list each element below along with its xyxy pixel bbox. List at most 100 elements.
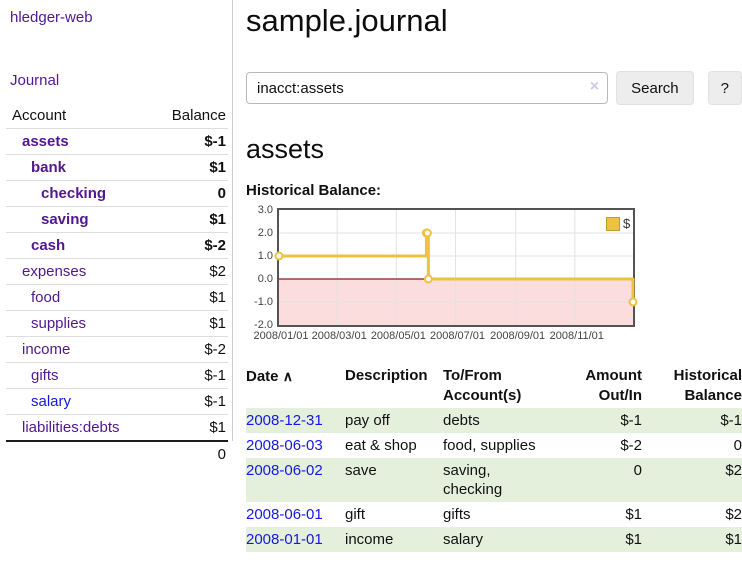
account-link-assets[interactable]: assets (22, 133, 69, 150)
register-table: Date ∧ Description To/From Account(s) Am… (246, 364, 742, 552)
account-link-salary[interactable]: salary (31, 393, 72, 410)
chart-legend: $ (606, 216, 630, 231)
transaction-accounts: salary (443, 531, 484, 548)
y-tick-label: 0.0 (257, 273, 273, 285)
register-header-date[interactable]: Date ∧ (246, 364, 345, 408)
chart-heading: Historical Balance: (246, 182, 382, 199)
accounts-total-row: 0 (6, 440, 228, 467)
account-link-supplies[interactable]: supplies (31, 315, 87, 332)
account-link-gifts[interactable]: gifts (31, 367, 59, 384)
account-balance: 0 (154, 180, 228, 207)
account-balance: $1 (154, 284, 228, 311)
account-balance: $1 (154, 310, 228, 337)
register-header-accounts-line1: To/From (443, 367, 502, 384)
transaction-accounts: debts (443, 412, 480, 429)
account-heading: assets (246, 134, 325, 164)
transaction-balance: $2 (725, 462, 742, 479)
transaction-row: 2008-06-03 eat & shop food, supplies $-2… (246, 433, 742, 458)
x-tick-label: 2008/11/01 (549, 330, 604, 342)
transaction-description: pay off (345, 412, 390, 429)
y-tick-label: -1.0 (254, 296, 273, 308)
search-form: × Search ? (246, 71, 742, 105)
transaction-balance: $1 (725, 531, 742, 548)
transaction-description: gift (345, 506, 366, 523)
transaction-accounts: gifts (443, 506, 471, 523)
legend-swatch-icon (606, 216, 620, 231)
search-input-wrap: × (246, 72, 609, 104)
account-link-food[interactable]: food (31, 289, 61, 306)
sidebar-item-journal[interactable]: Journal (10, 72, 60, 89)
transaction-amount: $1 (625, 531, 642, 548)
account-balance: $1 (154, 206, 228, 233)
transaction-date-link[interactable]: 2008-06-02 (246, 462, 323, 479)
search-input[interactable] (246, 72, 609, 104)
register-header-amount: Amount Out/In (576, 364, 642, 408)
app-title-link[interactable]: hledger-web (10, 9, 93, 26)
account-row-income: income $-2 (6, 336, 228, 363)
accounts-total-value: 0 (154, 440, 228, 467)
x-tick-label: 2008/05/01 (370, 330, 426, 342)
y-tick-label: -2.0 (254, 319, 273, 331)
transaction-description: income (345, 531, 394, 548)
account-link-expenses[interactable]: expenses (22, 263, 87, 280)
transaction-date-link[interactable]: 2008-06-01 (246, 506, 323, 523)
account-balance: $1 (154, 154, 228, 181)
account-row-checking: checking 0 (6, 180, 228, 207)
page-title: sample.journal (246, 3, 448, 38)
account-row-expenses: expenses $2 (6, 258, 228, 285)
account-balance: $-1 (154, 388, 228, 415)
account-link-checking[interactable]: checking (41, 185, 107, 202)
account-balance: $-1 (154, 362, 228, 389)
account-row-saving: saving $1 (6, 206, 228, 233)
account-row-cash: cash $-2 (6, 232, 228, 259)
x-tick-label: 2008/09/01 (490, 330, 546, 342)
transaction-balance: $-1 (720, 412, 742, 429)
transaction-date-link[interactable]: 2008-12-31 (246, 412, 323, 429)
transaction-description: eat & shop (345, 437, 417, 454)
account-link-cash[interactable]: cash (31, 237, 66, 254)
legend-label: $ (623, 216, 631, 231)
register-header-row: Date ∧ Description To/From Account(s) Am… (246, 364, 742, 408)
y-tick-label: 2.0 (257, 227, 273, 239)
x-tick-label: 2008/03/01 (311, 330, 367, 342)
clear-search-icon[interactable]: × (589, 78, 600, 95)
account-row-liabilities-debts: liabilities:debts $1 (6, 414, 228, 441)
account-link-saving[interactable]: saving (41, 211, 89, 228)
register-header-accounts-line2: Account(s) (443, 387, 522, 404)
account-link-bank[interactable]: bank (31, 159, 67, 176)
search-button[interactable]: Search (616, 71, 694, 105)
account-link-income[interactable]: income (22, 341, 71, 358)
account-row-assets: assets $-1 (6, 128, 228, 155)
register-header-balance-line1: Historical (673, 367, 742, 384)
transaction-accounts-text: saving, checking (443, 462, 503, 498)
main-content: sample.journal × Search ? assets Histori… (246, 0, 742, 552)
y-tick-label: 1.0 (257, 250, 273, 262)
historical-balance-chart: 3.0 2.0 1.0 0.0 -1.0 -2.0 $ 2008/01/01 2008/03… (246, 200, 742, 350)
transaction-date-link[interactable]: 2008-01-01 (246, 531, 323, 548)
transaction-accounts: food, supplies (443, 437, 536, 454)
account-row-food: food $1 (6, 284, 228, 311)
search-help-button[interactable]: ? (707, 71, 742, 105)
register-header-amount-line1: Amount (585, 367, 642, 384)
transaction-row: 2008-06-01 gift gifts $1 $2 (246, 502, 742, 527)
accounts-header-account: Account (12, 107, 67, 124)
account-row-salary: salary $-1 (6, 388, 228, 415)
register-header-balance: Historical Balance (642, 364, 742, 408)
account-balance: $2 (154, 258, 228, 285)
transaction-amount: $1 (625, 506, 642, 523)
accounts-header-balance: Balance (171, 107, 226, 124)
y-tick-label: 3.0 (257, 204, 273, 216)
account-balance: $-2 (154, 336, 228, 363)
transaction-date-link[interactable]: 2008-06-03 (246, 437, 323, 454)
chart-plot-area (274, 208, 638, 327)
register-header-amount-line2: Out/In (598, 387, 642, 404)
transaction-amount: $-1 (620, 412, 642, 429)
register-header-accounts: To/From Account(s) (443, 364, 576, 408)
x-tick-label: 2008/01/01 (253, 330, 309, 342)
sidebar: hledger-web Journal Account Balance asse… (0, 0, 233, 467)
account-link-liabilities-debts[interactable]: liabilities:debts (22, 419, 120, 436)
accounts-table: Account Balance assets $-1 bank $1 check… (6, 103, 228, 467)
account-balance: $-2 (154, 232, 228, 259)
sidebar-divider (232, 0, 233, 441)
